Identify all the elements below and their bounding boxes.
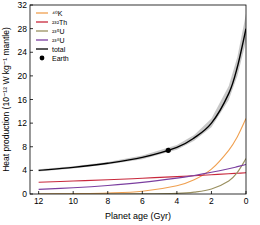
chart: 121086420048121620242832Planet age (Gyr)…	[0, 0, 260, 225]
series-line	[39, 173, 246, 182]
x-tick	[176, 191, 177, 194]
y-tick	[30, 75, 33, 76]
x-tick	[246, 191, 247, 194]
x-tick	[142, 191, 143, 194]
point	[166, 148, 171, 153]
y-tick-label: 20	[18, 71, 28, 81]
y-tick	[30, 194, 33, 195]
y-tick-label: 24	[18, 47, 28, 57]
x-tick-label: 2	[209, 196, 214, 206]
x-tick-label: 6	[140, 196, 145, 206]
uncertainty-band	[39, 14, 246, 172]
legend-label: total	[52, 46, 66, 53]
legend-marker	[40, 56, 45, 61]
plot-data	[39, 14, 246, 194]
series-line	[39, 118, 246, 194]
y-tick-label: 0	[22, 189, 27, 199]
y-tick	[30, 52, 33, 53]
y-tick-label: 12	[18, 118, 28, 128]
y-tick-label: 4	[22, 165, 27, 175]
x-tick	[38, 191, 39, 194]
y-tick-label: 32	[18, 0, 28, 10]
legend-label: Earth	[52, 55, 69, 62]
legend-label: ²³⁵U	[52, 28, 65, 35]
x-tick-label: 4	[175, 196, 180, 206]
y-tick	[30, 5, 33, 6]
y-tick	[30, 123, 33, 124]
x-tick	[211, 191, 212, 194]
x-axis-label: Planet age (Gyr)	[105, 211, 171, 221]
x-tick-label: 10	[68, 196, 78, 206]
y-tick-label: 8	[22, 142, 27, 152]
legend: ⁴⁰K ²³²Th ²³⁵U ²³⁸U total Earth	[36, 10, 69, 62]
y-tick-label: 16	[18, 95, 28, 105]
legend-line	[36, 12, 48, 13]
y-tick	[30, 28, 33, 29]
legend-label: ⁴⁰K	[52, 10, 63, 17]
legend-label: ²³⁸U	[52, 37, 65, 44]
plot-frame	[30, 5, 246, 194]
legend-line	[36, 30, 48, 31]
y-axis-label: Heat production (10⁻¹² W kg⁻¹ mantle)	[1, 27, 11, 172]
legend-line	[36, 48, 48, 49]
x-tick-label: 8	[105, 196, 110, 206]
legend-label: ²³²Th	[52, 19, 67, 26]
legend-line	[36, 21, 48, 22]
series-line	[39, 159, 246, 194]
series-line	[39, 29, 246, 171]
x-tick-label: 12	[34, 196, 44, 206]
x-tick	[73, 191, 74, 194]
y-tick	[30, 146, 33, 147]
x-tick-label: 0	[244, 196, 249, 206]
x-tick	[107, 191, 108, 194]
y-tick-label: 28	[18, 24, 28, 34]
legend-line	[36, 39, 48, 40]
y-tick	[30, 99, 33, 100]
y-tick	[30, 170, 33, 171]
